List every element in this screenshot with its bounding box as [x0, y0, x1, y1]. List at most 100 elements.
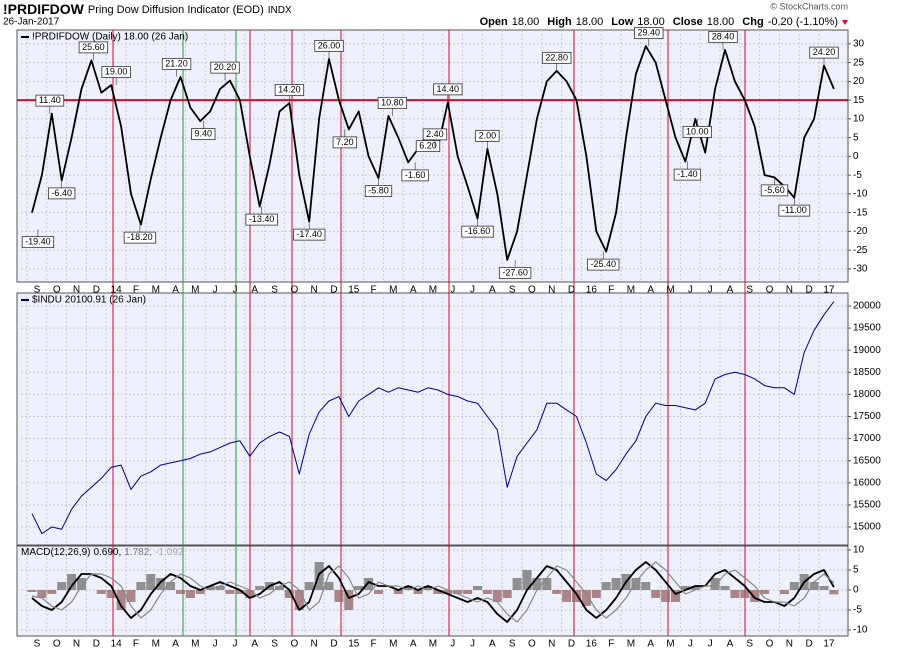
histogram-bar: [581, 590, 591, 606]
histogram-bar: [294, 590, 304, 610]
annotation-label: -5.60: [764, 185, 785, 195]
histogram-bar: [591, 590, 601, 598]
x-tick-label: M: [666, 639, 674, 650]
y-tick-label: -20: [853, 226, 868, 237]
annotation-label: -16.60: [465, 226, 491, 236]
histogram-bar: [680, 586, 690, 590]
x-tick-label: D: [330, 285, 337, 296]
x-tick-label: M: [191, 285, 199, 296]
histogram-bar: [245, 590, 255, 598]
x-tick-label: J: [688, 285, 693, 296]
histogram-bar: [47, 590, 57, 594]
x-tick-label: A: [489, 285, 496, 296]
panel: [16, 545, 849, 637]
x-tick-label: M: [389, 285, 397, 296]
histogram-bar: [760, 590, 770, 594]
panel: [16, 292, 849, 546]
histogram-bar: [275, 586, 284, 590]
histogram-bar: [720, 586, 730, 590]
annotation-label: -27.60: [502, 267, 528, 277]
annotation-label: 20.20: [214, 62, 237, 72]
y-tick-label: -25: [853, 245, 868, 256]
annotation-label: -1.60: [405, 170, 426, 180]
annotation-label: 22.80: [545, 52, 568, 62]
data: -19.40 11.40 -6.40 25.60 19.00 -18.20 21.20 9.4…: [17, 27, 848, 623]
quote-value: -0.20 (-1.10%): [768, 16, 838, 28]
histogram-bar: [562, 590, 572, 602]
annotation-label: 14.20: [278, 85, 301, 95]
title: !PRDIFDOW Pring Dow Diffusion Indicator (…: [3, 1, 292, 17]
histogram-bar: [116, 590, 126, 610]
x-tick-label: J: [232, 639, 237, 650]
quote-label: Chg: [742, 16, 763, 28]
annotation-label: 28.40: [712, 31, 735, 41]
x-tick-label: A: [727, 639, 734, 650]
histogram-bar: [492, 590, 502, 602]
x-tick-label: M: [429, 285, 437, 296]
x-tick-label: F: [608, 639, 614, 650]
legend: MACD(12,26,9) 0.690, 1.782, -1.092: [21, 547, 184, 558]
annotation-label: -1.40: [677, 169, 698, 179]
annotation-label: 9.40: [195, 129, 213, 139]
histogram-bar: [532, 578, 542, 590]
annotation-label: 19.00: [105, 67, 128, 77]
x-tick-label: J: [688, 639, 693, 650]
annotation-label: -19.40: [25, 237, 51, 247]
histogram-bar: [819, 586, 829, 590]
annotation: 2.00: [475, 129, 500, 149]
x-tick-label: O: [290, 639, 298, 650]
annotation-label: 2.40: [426, 129, 444, 139]
histogram-bar: [77, 578, 86, 590]
x-tick-label: O: [53, 639, 61, 650]
histogram-bar: [413, 590, 423, 594]
histogram-bar: [96, 590, 106, 594]
annotation: -19.40: [21, 229, 55, 249]
annotation: 11.40: [35, 94, 65, 114]
x-tick-label: N: [73, 285, 80, 296]
x-tick-label: N: [311, 285, 318, 296]
symbol: !PRDIFDOW: [3, 1, 85, 17]
x-tick-label: A: [172, 639, 179, 650]
x-tick-label: A: [410, 285, 417, 296]
histogram-bar: [611, 578, 621, 590]
histogram-bar: [284, 590, 294, 598]
x-tick-label: N: [73, 639, 80, 650]
x-tick-label: M: [627, 639, 635, 650]
x-tick-label: J: [232, 285, 237, 296]
histogram-bar: [205, 586, 215, 590]
annotation: 7.20: [332, 129, 358, 149]
x-tick-label: J: [213, 285, 218, 296]
annotation-label: 7.20: [336, 137, 354, 147]
histogram-bar: [344, 590, 354, 610]
y-tick-label: 15: [853, 95, 865, 106]
histogram-bar: [809, 582, 819, 590]
histogram-bar: [750, 590, 760, 602]
x-tick-label: D: [806, 285, 813, 296]
annotation: -27.60: [498, 259, 532, 279]
x-tick-label: 16: [586, 285, 598, 296]
y-tick-label: 19000: [853, 345, 881, 356]
x-tick-label: D: [93, 639, 100, 650]
histogram-bar: [789, 582, 799, 590]
y-tick-label: 10: [853, 545, 865, 556]
annotation: -6.40: [48, 180, 76, 200]
annotation-label: 21.20: [165, 58, 188, 68]
annotation-label: -25.40: [590, 259, 616, 269]
annotation: -16.60: [461, 218, 494, 238]
x-tick-label: A: [172, 285, 179, 296]
x-tick-label: O: [53, 285, 61, 296]
x-tick-label: F: [608, 285, 614, 296]
y-tick-label: 0: [853, 585, 859, 596]
histogram-bar: [423, 586, 433, 590]
y-tick-label: 30: [853, 39, 865, 50]
annotation: 10.80: [377, 96, 408, 116]
x-tick-label: J: [470, 639, 475, 650]
histogram-bar: [146, 574, 156, 590]
x-tick-label: J: [708, 285, 713, 296]
y-tick-label: 15500: [853, 500, 881, 511]
annotation: 14.40: [433, 83, 463, 103]
y-tick-label: -5: [853, 605, 862, 616]
x-tick-label: M: [389, 639, 397, 650]
series-line: [31, 301, 835, 535]
y-tick-label: 17000: [853, 433, 881, 444]
